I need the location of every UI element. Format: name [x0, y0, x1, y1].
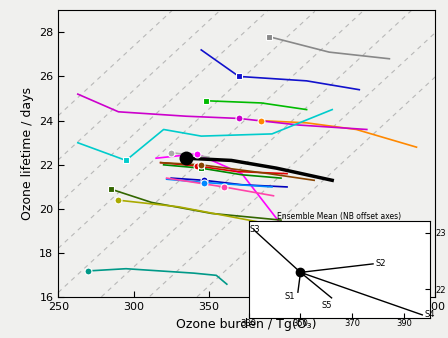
Text: S3: S3 [250, 225, 261, 234]
Text: S5: S5 [321, 301, 332, 310]
Text: S2: S2 [375, 259, 386, 268]
Text: S4: S4 [425, 310, 435, 319]
Text: S1: S1 [285, 292, 295, 301]
Y-axis label: Ozone lifetime / days: Ozone lifetime / days [21, 87, 34, 220]
X-axis label: Ozone burden / Tg(O₃): Ozone burden / Tg(O₃) [176, 318, 317, 331]
Title: Ensemble Mean (NB offset axes): Ensemble Mean (NB offset axes) [277, 212, 401, 221]
